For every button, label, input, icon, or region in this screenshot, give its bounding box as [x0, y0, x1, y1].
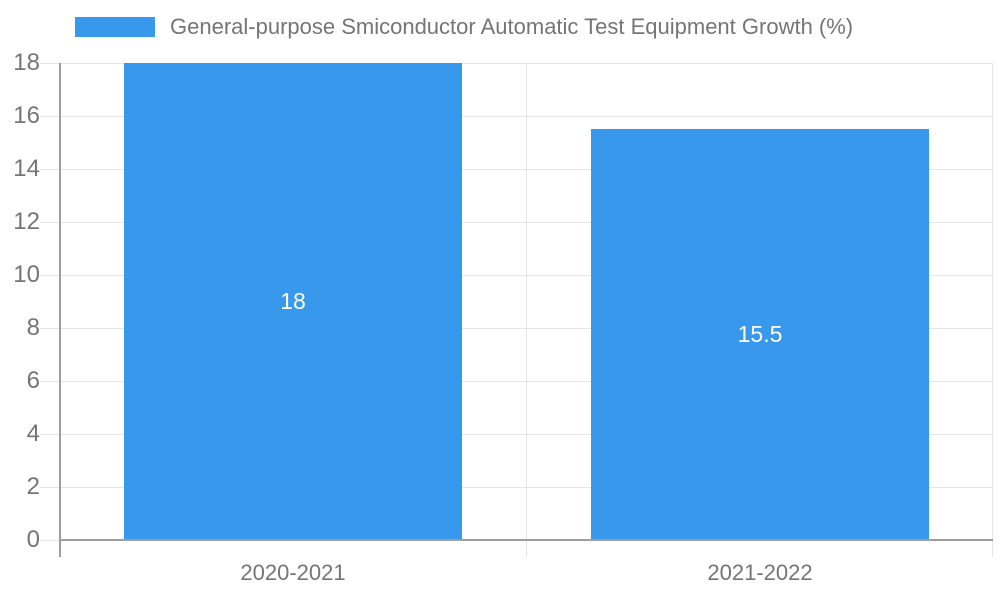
y-tick-label: 6: [26, 367, 40, 394]
y-tick-label: 16: [13, 102, 40, 129]
bar[interactable]: 18: [124, 63, 462, 540]
h-gridline: [40, 381, 993, 382]
x-baseline: [59, 539, 993, 541]
x-category-label: 2021-2022: [707, 560, 813, 585]
h-gridline: [40, 275, 993, 276]
legend-swatch: [75, 17, 155, 37]
v-gridline: [992, 63, 993, 557]
h-gridline: [40, 222, 993, 223]
legend[interactable]: General-purpose Smiconductor Automatic T…: [75, 15, 853, 39]
y-tick-label: 10: [13, 261, 40, 288]
y-tick-label: 0: [26, 526, 40, 553]
h-gridline: [40, 63, 993, 64]
y-tick-label: 14: [13, 155, 40, 182]
h-gridline: [40, 169, 993, 170]
h-gridline: [40, 487, 993, 488]
y-tick-label: 18: [13, 49, 40, 76]
legend-label: General-purpose Smiconductor Automatic T…: [170, 14, 854, 39]
x-category-label: 2020-2021: [240, 560, 346, 585]
y-axis-line: [59, 63, 61, 557]
bar-value-label: 18: [280, 288, 306, 314]
h-gridline: [40, 434, 993, 435]
h-gridline: [40, 328, 993, 329]
y-tick-label: 12: [13, 208, 40, 235]
h-gridline: [40, 116, 993, 117]
bar[interactable]: 15.5: [591, 129, 929, 540]
y-tick-label: 2: [26, 473, 40, 500]
bar-value-label: 15.5: [737, 321, 783, 347]
v-gridline: [526, 63, 527, 557]
y-tick-label: 4: [26, 420, 40, 447]
y-tick-label: 8: [26, 314, 40, 341]
